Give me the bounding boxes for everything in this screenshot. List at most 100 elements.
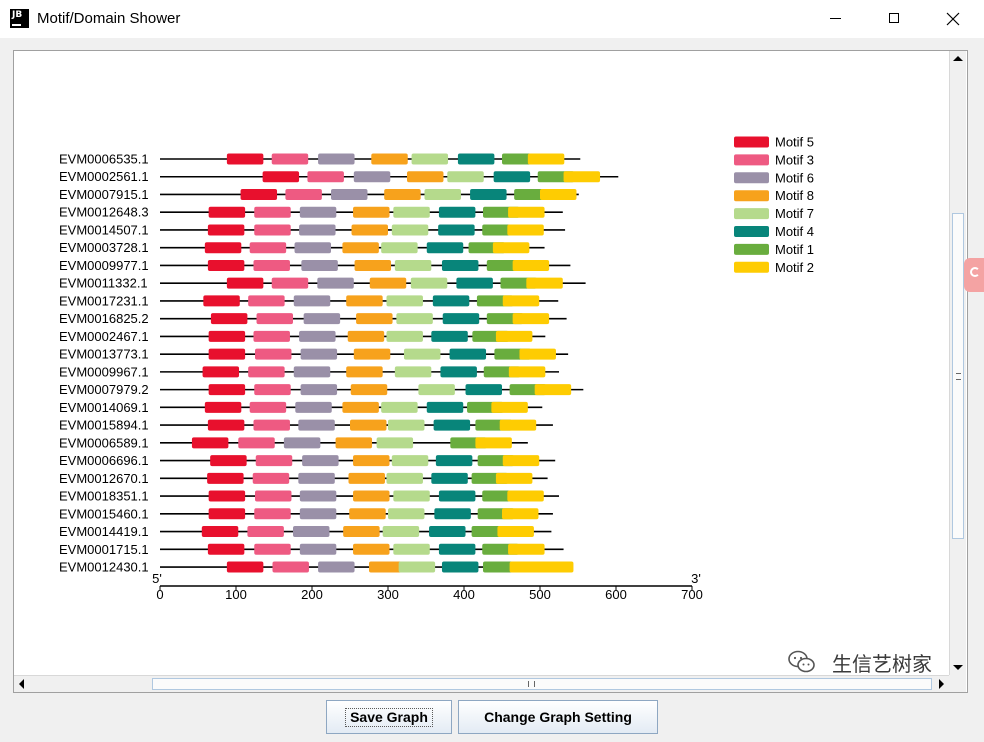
sequence-label: EVM0002561.1 [59, 169, 149, 184]
sequence-label: EVM0006535.1 [59, 152, 149, 167]
motif-4-box [465, 384, 502, 396]
motif-3-box [249, 242, 287, 254]
arrow-down-icon [953, 665, 963, 670]
motif-8-box [342, 401, 379, 413]
change-graph-setting-button[interactable]: Change Graph Setting [458, 700, 658, 734]
save-graph-label: Save Graph [350, 709, 428, 725]
motif-4-box [438, 206, 476, 218]
motif-8-box [369, 277, 407, 289]
motif-6-box [293, 526, 330, 538]
motif-8-box [407, 171, 444, 183]
x-tick-label: 700 [681, 587, 703, 602]
motif-6-box [318, 561, 355, 573]
motif-6-box [317, 277, 354, 289]
motif-7-box [391, 224, 429, 236]
horizontal-scrollbar[interactable] [14, 675, 949, 692]
motif-4-box [426, 401, 464, 413]
motif-5-box [208, 508, 246, 520]
motif-4-box [493, 171, 531, 183]
motif-3-box [272, 561, 309, 573]
sequence-label: EVM0015894.1 [59, 418, 149, 433]
sequence-label: EVM0011332.1 [59, 276, 148, 291]
x-tick-label: 0 [156, 587, 163, 602]
five-prime-label: 5' [152, 571, 162, 586]
motif-7-box [393, 206, 430, 218]
motif-2-box [519, 348, 556, 360]
motif-4-box [431, 330, 468, 342]
sequence-label: EVM0012670.1 [59, 471, 149, 486]
motif-8-box [353, 455, 390, 467]
motif-3-box [238, 437, 275, 449]
motif-3-box [254, 508, 291, 520]
motif-6-box [299, 490, 337, 502]
motif-3-box [255, 455, 293, 467]
side-float-tab[interactable] [964, 258, 984, 292]
motif-7-box [424, 188, 461, 200]
sequence-label: EVM0006696.1 [59, 453, 149, 468]
sequence-label: EVM0007979.2 [59, 382, 149, 397]
motif-6-box [299, 224, 336, 236]
motif-2-box [502, 455, 540, 467]
motif-7-box [382, 526, 420, 538]
motif-5-box [226, 561, 264, 573]
motif-5-box [204, 401, 242, 413]
motif-4-box [432, 295, 470, 307]
sequence-label: EVM0014419.1 [59, 524, 149, 539]
motif-8-box [342, 242, 379, 254]
sequence-label: EVM0012430.1 [59, 560, 149, 575]
sequence-label: EVM0015460.1 [59, 506, 149, 521]
wechat-icon [788, 650, 815, 673]
motif-3-box [271, 153, 309, 165]
vertical-scroll-thumb[interactable] [952, 213, 964, 539]
minimize-button[interactable] [814, 0, 860, 38]
sequence-label: EVM0016825.2 [59, 311, 149, 326]
motif-6-box [299, 543, 337, 555]
motif-2-box [534, 384, 572, 396]
vertical-scrollbar[interactable] [949, 51, 966, 675]
motif-3-box [254, 543, 291, 555]
motif-8-box [353, 206, 390, 218]
legend-label: Motif 6 [775, 170, 814, 185]
sequence-label: EVM0018351.1 [59, 489, 149, 504]
motif-2-box [475, 437, 512, 449]
sequence-label: EVM0012648.3 [59, 205, 149, 220]
motif-4-box [433, 419, 471, 431]
motif-5-box [191, 437, 229, 449]
x-tick-label: 600 [605, 587, 627, 602]
scroll-down-button[interactable] [950, 658, 966, 675]
horizontal-scroll-thumb[interactable] [152, 678, 932, 690]
scroll-up-button[interactable] [950, 51, 966, 68]
motif-7-box [388, 508, 425, 520]
motif-3-box [271, 277, 309, 289]
motif-5-box [226, 277, 264, 289]
motif-8-box [335, 437, 373, 449]
motif-2-box [563, 171, 601, 183]
save-graph-button[interactable]: Save Graph [326, 700, 452, 734]
motif-4-box [426, 242, 464, 254]
scroll-right-button[interactable] [932, 676, 949, 692]
arrow-up-icon [953, 56, 963, 61]
x-tick-label: 100 [225, 587, 247, 602]
motif-8-box [346, 295, 383, 307]
sequence-label: EVM0003728.1 [59, 240, 149, 255]
motif-6-box [301, 259, 338, 271]
motif-2-box [527, 153, 565, 165]
motif-3-box [255, 490, 292, 502]
motif-5-box [207, 259, 245, 271]
motif-3-box [253, 259, 290, 271]
legend-swatch [734, 172, 769, 184]
motif-3-box [254, 206, 291, 218]
motif-7-box [411, 153, 449, 165]
maximize-button[interactable] [872, 0, 918, 38]
motif-3-box [253, 330, 290, 342]
motif-4-box [456, 277, 493, 289]
sequence-label: EVM0002467.1 [59, 329, 149, 344]
motif-2-box [507, 490, 544, 502]
motif-6-box [331, 188, 368, 200]
motif-2-box [495, 330, 533, 342]
motif-4-box [442, 313, 480, 325]
legend-label: Motif 2 [775, 260, 814, 275]
motif-5-box [210, 313, 248, 325]
scroll-left-button[interactable] [14, 676, 31, 692]
close-button[interactable] [930, 0, 976, 38]
